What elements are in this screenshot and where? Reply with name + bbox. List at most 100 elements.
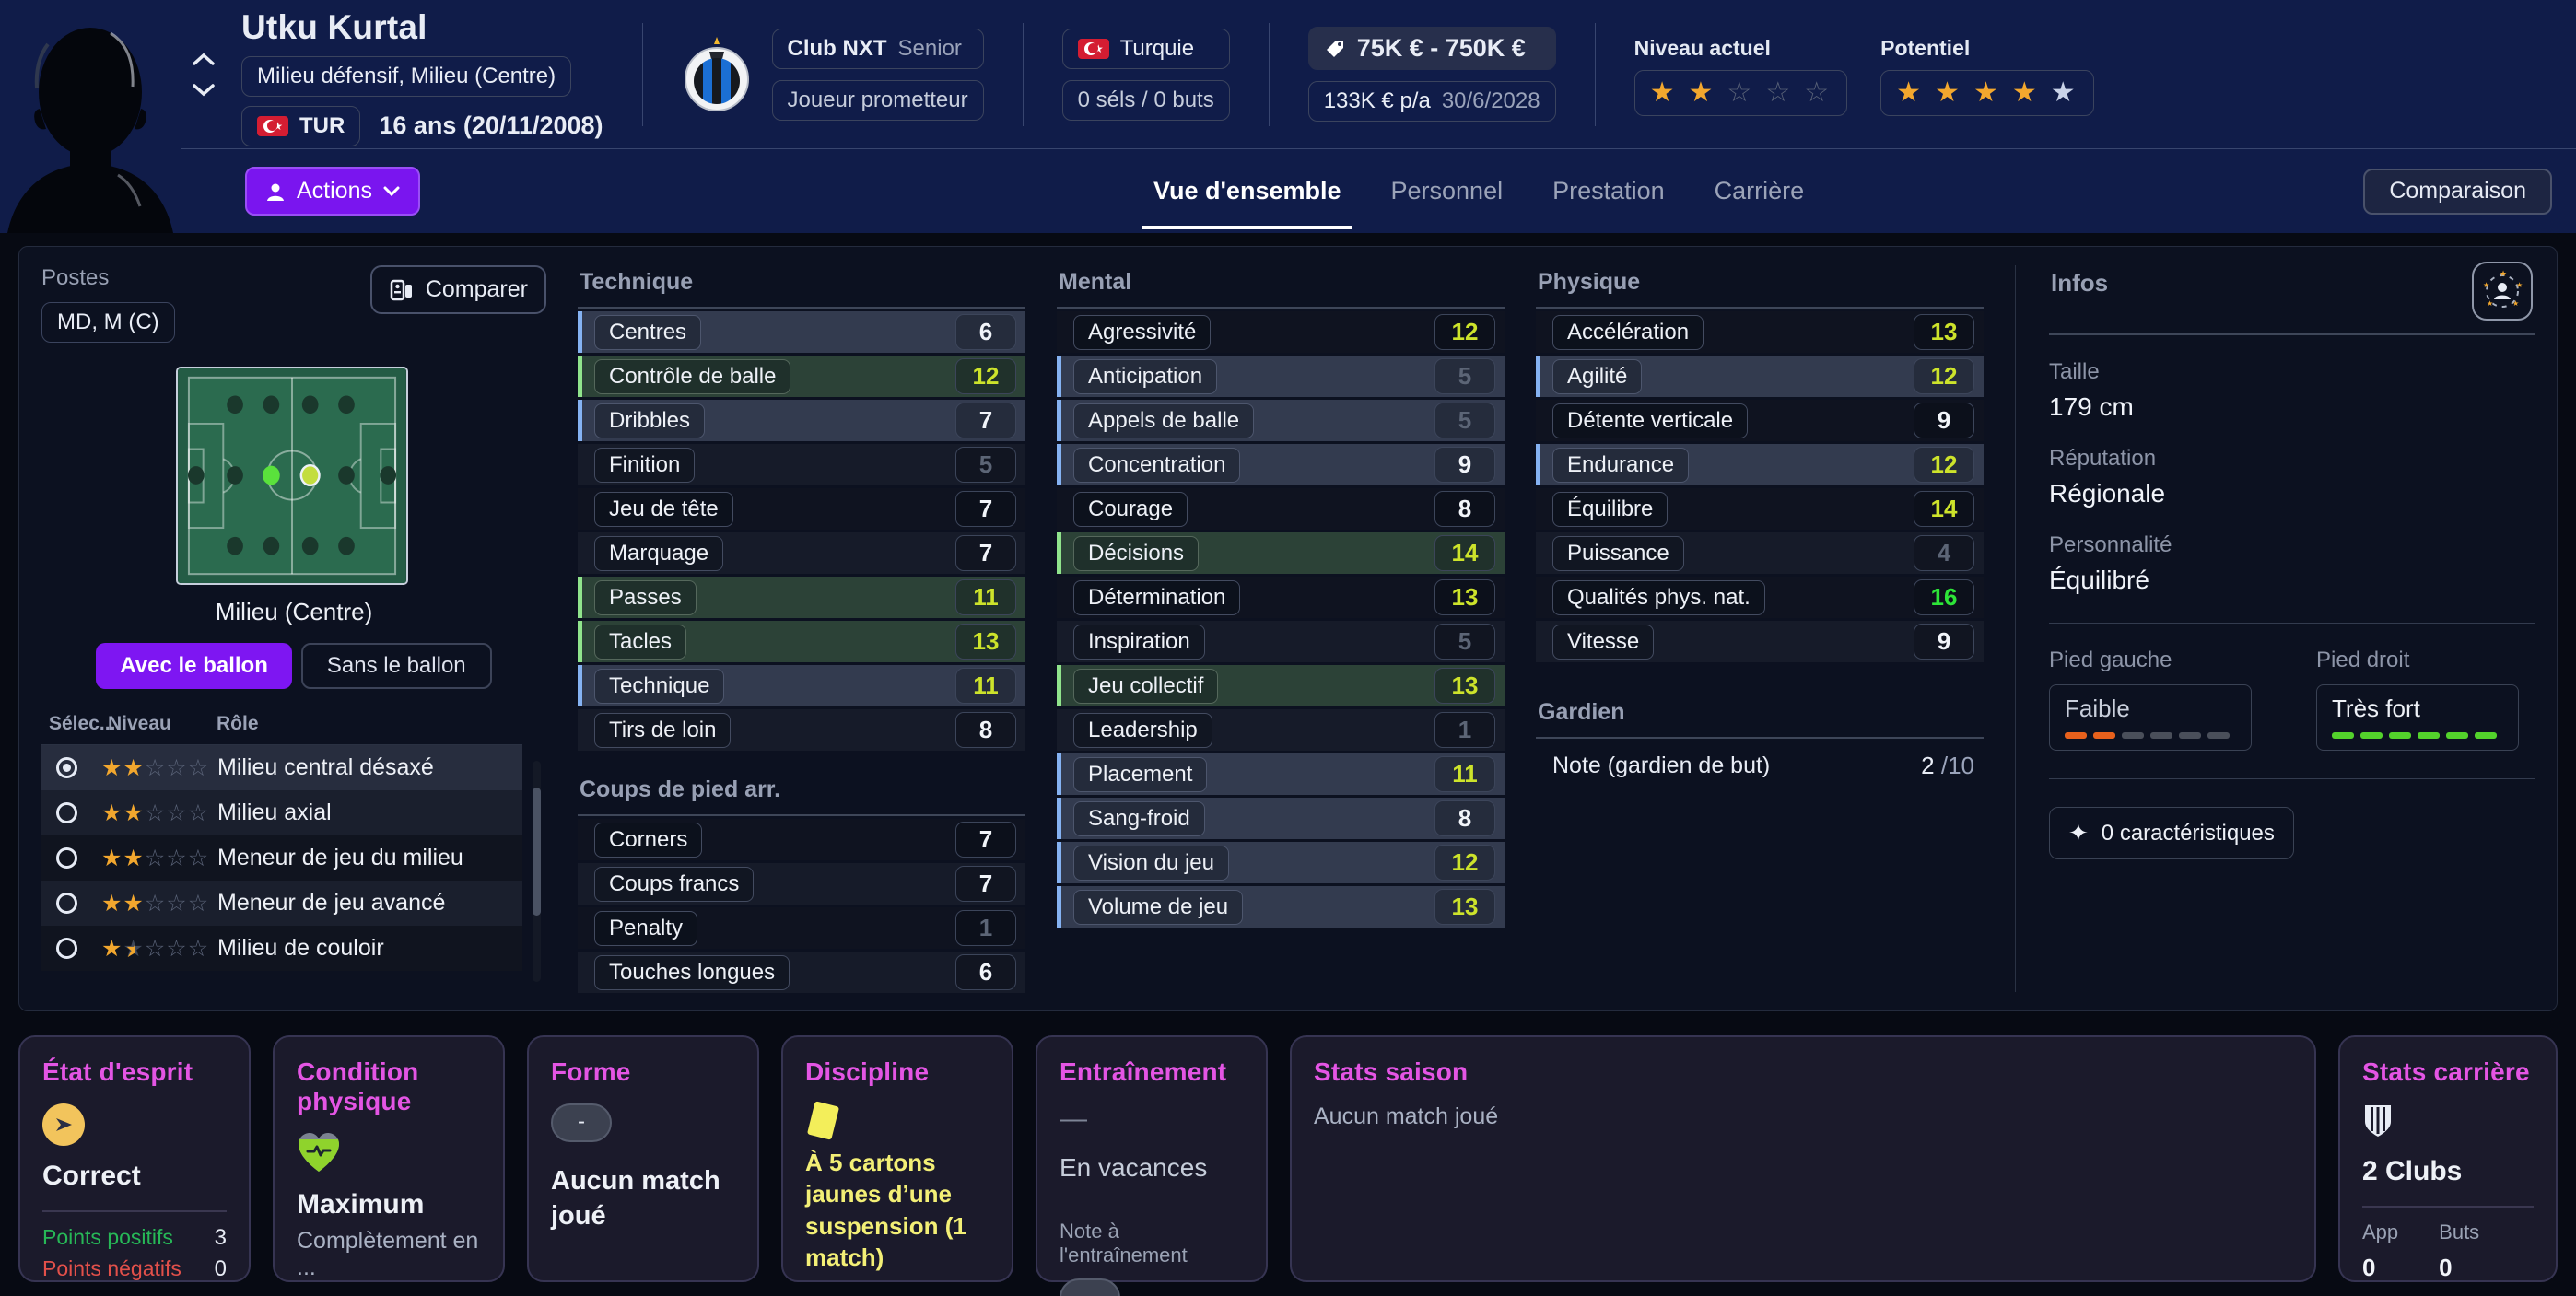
attribute-row: Équilibre 14	[1536, 488, 1984, 530]
tab-carri-re[interactable]: Carrière	[1714, 177, 1805, 204]
attribute-row: Détermination 13	[1057, 577, 1505, 618]
set-pieces-section: Coups de pied arr. Corners 7 Coups francs 7 P…	[578, 773, 1025, 993]
role-row[interactable]: ★★☆☆☆ Meneur de jeu avancé	[41, 881, 522, 926]
role-radio[interactable]	[56, 893, 77, 914]
comparison-button[interactable]: Comparaison	[2363, 168, 2552, 215]
attribute-label: Vitesse	[1552, 624, 1655, 660]
attribute-label: Sang-froid	[1073, 800, 1205, 836]
attribute-value: 4	[1914, 535, 1974, 571]
role-row[interactable]: ★★☆☆☆ Milieu central désaxé	[41, 745, 522, 790]
attribute-row: Agressivité 12	[1057, 311, 1505, 353]
next-player-chevron-down-icon[interactable]	[192, 83, 216, 98]
season-stats-card[interactable]: Stats saison Aucun match joué	[1290, 1035, 2316, 1282]
international-record-pill: 0 séls / 0 buts	[1061, 79, 1230, 121]
roles-scrollbar[interactable]	[533, 761, 541, 982]
attribute-row: Jeu de tête 7	[578, 488, 1025, 530]
morale-card[interactable]: État d'esprit Correct Points positifs 3 P…	[18, 1035, 251, 1282]
divider	[1268, 22, 1270, 126]
divider	[2049, 778, 2535, 779]
heart-condition-icon	[299, 1133, 339, 1172]
attribute-label: Agilité	[1552, 358, 1643, 394]
goalkeeper-section: Gardien Note (gardien de but) 2 /10	[1536, 695, 1984, 780]
attribute-row: Détente verticale 9	[1536, 400, 1984, 441]
training-card[interactable]: Entraînement — En vacances Note à l'entr…	[1036, 1035, 1268, 1296]
form-card[interactable]: Forme - Aucun match joué	[527, 1035, 759, 1282]
current-ability-label: Niveau actuel	[1633, 36, 1771, 61]
national-team-pill[interactable]: ★ Turquie	[1061, 28, 1230, 69]
condition-card[interactable]: Condition physique Maximum Complètement …	[273, 1035, 505, 1282]
player-age: 16 ans (20/11/2008)	[379, 111, 603, 139]
technique-column: Technique Centres 6 Contrôle de balle 12 Drib…	[578, 265, 1025, 993]
attribute-label: Décisions	[1073, 535, 1200, 571]
svg-text:★: ★	[2487, 299, 2493, 308]
tab-personnel[interactable]: Personnel	[1390, 177, 1504, 204]
reputation-label: Réputation	[2049, 446, 2157, 471]
training-card-title: Entraînement	[1060, 1057, 1227, 1086]
role-radio[interactable]	[56, 938, 77, 959]
role-level-stars: ★★★☆☆☆	[101, 935, 210, 963]
without-ball-toggle[interactable]: Sans le ballon	[300, 643, 492, 689]
attribute-value: 13	[1434, 579, 1495, 615]
player-profile-icon-button[interactable]: ★ ★ ★ ★ ★	[2472, 262, 2533, 321]
attribute-value: 8	[955, 712, 1016, 748]
compare-button[interactable]: Comparer	[369, 265, 546, 314]
roles-table: Sélec... Niveau Rôle ★★☆☆☆ Milieu central…	[41, 713, 546, 982]
form-value: Aucun match joué	[551, 1166, 720, 1231]
role-row[interactable]: ★★☆☆☆ Meneur de jeu du milieu	[41, 835, 522, 881]
tab-prestation[interactable]: Prestation	[1552, 177, 1665, 204]
left-foot-block: Pied gauche Faible	[2049, 648, 2252, 751]
svg-text:★: ★	[2512, 299, 2519, 308]
attribute-section-title: Coups de pied arr.	[578, 773, 1025, 816]
role-radio[interactable]	[56, 757, 77, 778]
attribute-row: Endurance 12	[1536, 444, 1984, 485]
form-card-title: Forme	[551, 1057, 631, 1086]
attribute-value: 9	[1914, 624, 1974, 660]
attribute-value: 7	[955, 822, 1016, 858]
training-rating-badge: -	[1060, 1278, 1120, 1296]
attribute-label: Inspiration	[1073, 624, 1205, 660]
attribute-label: Accélération	[1552, 314, 1704, 350]
nationality-pill: ★ TUR	[241, 105, 361, 146]
attribute-value: 7	[955, 491, 1016, 527]
attribute-value: 6	[955, 314, 1016, 350]
roles-col-level: Niveau	[108, 713, 171, 734]
attribute-row: Leadership 1	[1057, 709, 1505, 751]
role-row[interactable]: ★★★☆☆☆ Milieu de couloir	[41, 926, 522, 971]
attribute-row: Inspiration 5	[1057, 621, 1505, 662]
attribute-value: 8	[1434, 800, 1495, 836]
attribute-row: Sang-froid 8	[1057, 798, 1505, 839]
positions-value-pill: MD, M (C)	[41, 302, 175, 343]
attribute-section-title: Mental	[1057, 265, 1505, 309]
attribute-label: Passes	[594, 579, 697, 615]
morale-arrow-icon	[42, 1103, 85, 1146]
actions-button[interactable]: Actions	[245, 167, 420, 216]
attribute-row: Anticipation 5	[1057, 356, 1505, 397]
attribute-label: Dribbles	[594, 403, 706, 438]
role-radio[interactable]	[56, 847, 77, 869]
right-foot-block: Pied droit Très fort	[2316, 648, 2519, 751]
svg-text:★: ★	[2483, 281, 2489, 289]
training-note-label: Note à l'entraînement	[1060, 1220, 1188, 1267]
transfer-value-pill: 75K € - 750K €	[1307, 27, 1556, 70]
selected-position-dot	[299, 463, 321, 487]
role-row[interactable]: ★★☆☆☆ Milieu axial	[41, 790, 522, 835]
attribute-value: 14	[1434, 535, 1495, 571]
attribute-section-title: Physique	[1536, 265, 1984, 309]
attribute-label: Technique	[594, 668, 725, 704]
traits-button[interactable]: ✦ 0 caractéristiques	[2049, 807, 2294, 859]
left-foot-strength-bar	[2065, 732, 2236, 739]
club-team-pill[interactable]: Club NXT Senior	[771, 28, 984, 69]
role-radio[interactable]	[56, 802, 77, 823]
tab-vue-d-ensemble[interactable]: Vue d'ensemble	[1142, 151, 1352, 231]
with-ball-toggle[interactable]: Avec le ballon	[96, 643, 292, 689]
page-tabs: Vue d'ensemble Personnel Prestation Carrièr…	[1142, 149, 1808, 233]
role-label: Milieu de couloir	[217, 935, 384, 961]
right-foot-strength-bar	[2332, 732, 2503, 739]
previous-player-chevron-up-icon[interactable]	[192, 52, 216, 66]
attribute-row: Jeu collectif 13	[1057, 665, 1505, 706]
career-stats-card[interactable]: Stats carrière 2 Clubs App 0 Buts 0	[2338, 1035, 2558, 1282]
positions-title: Postes	[41, 265, 110, 290]
discipline-card[interactable]: Discipline À 5 cartons jaunes d’une susp…	[781, 1035, 1013, 1282]
attribute-section-title: Technique	[578, 265, 1025, 309]
mental-section: Mental Agressivité 12 Anticipation 5 Appels d…	[1057, 265, 1505, 928]
